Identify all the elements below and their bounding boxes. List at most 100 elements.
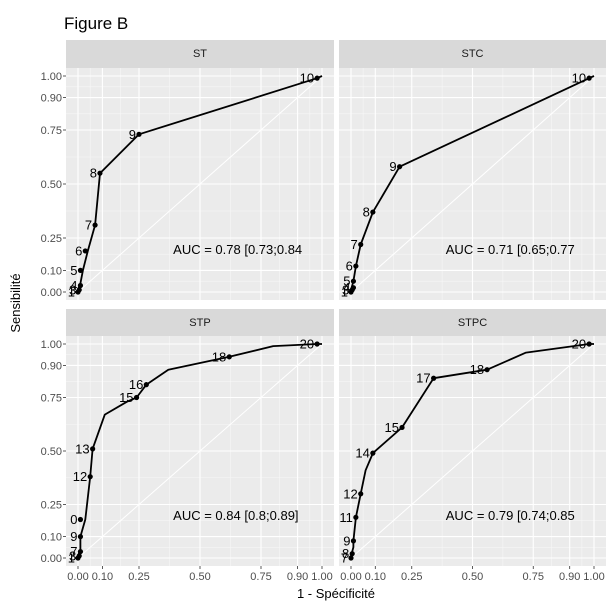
x-tick-label: 0.00 xyxy=(340,571,361,583)
point-label: 16 xyxy=(129,377,143,392)
point-label: 18 xyxy=(212,349,226,364)
point-label: 3 xyxy=(69,282,76,297)
roc-point xyxy=(77,534,84,540)
roc-point xyxy=(350,538,357,544)
roc-point xyxy=(77,516,84,523)
point-label: 7 xyxy=(70,544,77,559)
panel-stpc: STPC 789 11 12 14 15 17 18 20 AUC = 0.79 [0.74;0.… xyxy=(339,309,606,583)
roc-point xyxy=(353,514,359,520)
point-label: 7 xyxy=(350,237,357,252)
roc-point xyxy=(349,551,355,557)
roc-point xyxy=(358,491,364,497)
point-label: 4 xyxy=(343,280,350,295)
y-tick-label: 1.00 xyxy=(41,339,62,351)
x-tick-label: 1.00 xyxy=(311,571,332,583)
x-tick-label: 0.00 xyxy=(67,571,88,583)
roc-point xyxy=(358,241,364,248)
roc-point xyxy=(586,341,592,347)
y-tick-label: 0.10 xyxy=(41,532,62,544)
point-label: 5 xyxy=(343,274,350,289)
point-label: 8 xyxy=(90,166,97,181)
x-tick-label: 0.50 xyxy=(462,571,483,583)
strip-background xyxy=(339,309,606,336)
point-label: 14 xyxy=(355,446,369,461)
point-label: 8 xyxy=(363,205,370,220)
point-label: 17 xyxy=(416,371,430,386)
strip-label: STP xyxy=(189,317,210,329)
point-label: 12 xyxy=(73,469,87,484)
strip-label: STPC xyxy=(458,317,487,329)
point-label: 20 xyxy=(572,337,586,352)
figure-title: Figure B xyxy=(64,14,129,33)
point-label: 15 xyxy=(385,420,399,435)
point-label: 7 xyxy=(85,218,92,233)
point-label: 15 xyxy=(119,390,133,405)
point-label: 8 xyxy=(342,546,349,561)
point-label: 4 xyxy=(70,278,77,293)
roc-point xyxy=(350,278,357,284)
point-label: 9 xyxy=(389,159,396,174)
roc-curve xyxy=(77,343,322,558)
x-tick-label: 1.00 xyxy=(583,571,604,583)
roc-point xyxy=(314,75,320,81)
y-tick-label: 0.50 xyxy=(41,179,62,191)
diagonal-reference-line xyxy=(77,75,323,293)
point-label: 9 xyxy=(129,127,136,142)
point-label: 6 xyxy=(75,243,82,258)
point-label: 13 xyxy=(75,441,89,456)
y-tick-label: 0.75 xyxy=(41,393,62,405)
roc-point xyxy=(77,267,84,273)
y-tick-label: 0.75 xyxy=(41,125,62,137)
panel-plot-area: 789 11 12 14 15 17 18 20 AUC = 0.79 [0.74;0.85 xyxy=(339,336,606,566)
x-tick-label: 0.75 xyxy=(523,571,544,583)
point-label: 0 xyxy=(70,512,77,527)
y-tick-label: 0.25 xyxy=(41,233,62,245)
strip-background xyxy=(66,40,334,68)
roc-point xyxy=(370,209,376,215)
point-label: 20 xyxy=(300,337,314,352)
diagonal-reference-line xyxy=(350,343,595,559)
y-tick-label: 0.90 xyxy=(41,360,62,372)
roc-point xyxy=(484,367,490,373)
roc-point xyxy=(77,282,84,289)
roc-point xyxy=(87,474,93,480)
x-tick-label: 0.75 xyxy=(250,571,271,583)
x-tick-label: 0.25 xyxy=(128,571,149,583)
x-axis-title: 1 - Spécificité xyxy=(297,586,375,601)
y-tick-label: 1.00 xyxy=(41,71,62,83)
roc-point xyxy=(431,375,437,381)
y-tick-label: 0.50 xyxy=(41,446,62,458)
x-tick-label: 0.90 xyxy=(559,571,580,583)
strip-background xyxy=(66,309,334,336)
roc-curve xyxy=(350,343,594,558)
roc-point xyxy=(136,131,142,137)
x-tick-label: 0.90 xyxy=(287,571,308,583)
roc-point xyxy=(76,553,82,559)
roc-point xyxy=(90,446,96,452)
strip-label: ST xyxy=(193,48,207,60)
roc-point xyxy=(353,263,359,269)
point-label: 18 xyxy=(470,362,484,377)
roc-point xyxy=(77,548,84,555)
roc-point xyxy=(370,450,376,456)
y-tick-label: 0.25 xyxy=(41,500,62,512)
y-tick-label: 0.10 xyxy=(41,265,62,277)
point-label: 6 xyxy=(346,259,353,274)
roc-point xyxy=(350,285,357,291)
roc-point xyxy=(143,382,149,388)
roc-point xyxy=(76,287,82,293)
y-axis-title: Sensibilité xyxy=(8,273,23,332)
auc-annotation: AUC = 0.78 [0.73;0.84 xyxy=(173,242,302,257)
auc-annotation: AUC = 0.71 [0.65;0.77 xyxy=(446,242,575,257)
strip-background xyxy=(339,40,606,68)
x-tick-label: 0.10 xyxy=(92,571,113,583)
x-tick-label: 0.25 xyxy=(401,571,422,583)
roc-point xyxy=(348,555,354,561)
roc-point xyxy=(586,75,592,81)
diagonal-reference-line xyxy=(350,75,595,293)
